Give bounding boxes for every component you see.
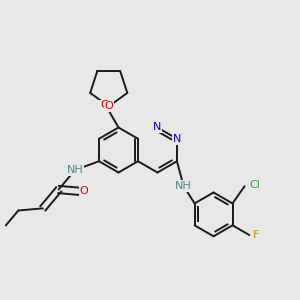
Text: O: O bbox=[104, 101, 113, 111]
Text: N: N bbox=[153, 122, 162, 133]
Text: O: O bbox=[80, 187, 88, 196]
Text: NH: NH bbox=[175, 181, 191, 191]
Text: N: N bbox=[173, 134, 181, 144]
Text: F: F bbox=[253, 230, 260, 240]
Text: Cl: Cl bbox=[249, 180, 260, 190]
Text: NH: NH bbox=[67, 165, 83, 175]
Text: O: O bbox=[100, 100, 109, 110]
